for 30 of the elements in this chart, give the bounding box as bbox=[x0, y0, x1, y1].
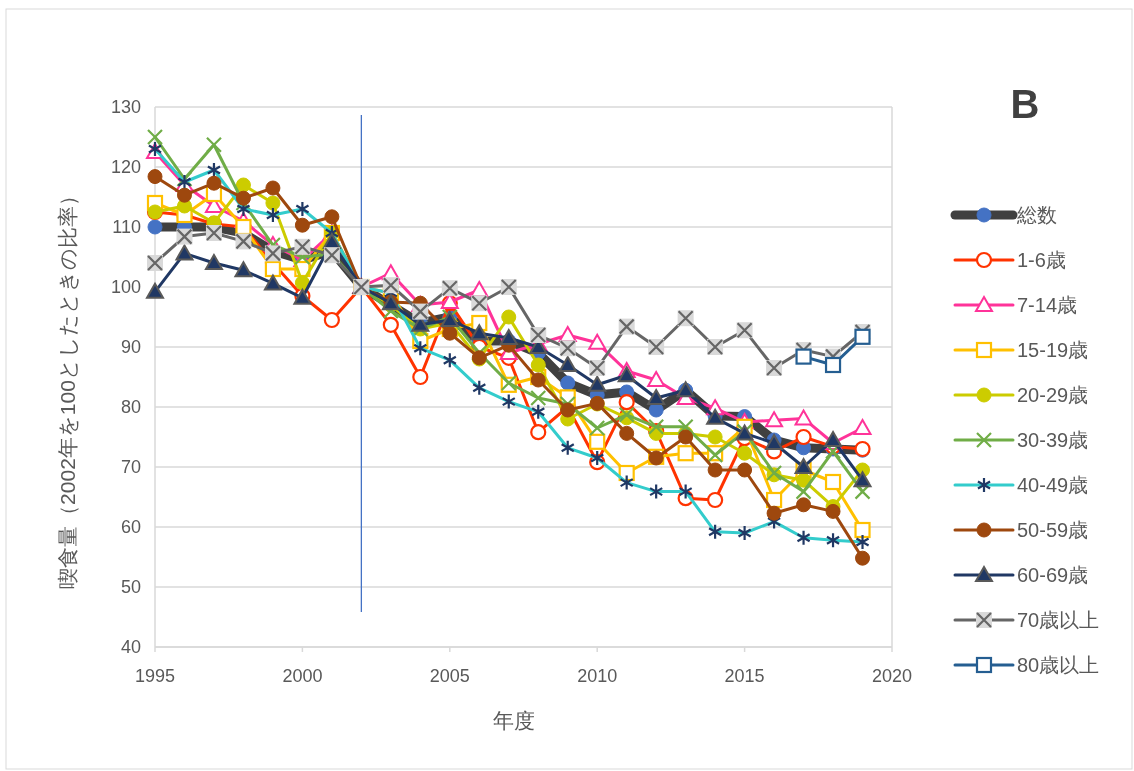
x-axis-title: 年度 bbox=[492, 709, 535, 732]
legend-label: 50-59歳 bbox=[1017, 519, 1089, 541]
x-tick-label: 2010 bbox=[577, 666, 618, 686]
legend-label: 20-29歳 bbox=[1017, 384, 1089, 406]
x-tick-label: 2000 bbox=[282, 666, 323, 686]
legend-label: 40-49歳 bbox=[1017, 474, 1089, 496]
legend-label: 7-14歳 bbox=[1017, 294, 1078, 316]
legend-label: 80歳以上 bbox=[1017, 654, 1100, 676]
y-tick-label: 90 bbox=[120, 337, 141, 357]
y-tick-label: 120 bbox=[110, 157, 141, 177]
x-tick-label: 2005 bbox=[429, 666, 470, 686]
text: B bbox=[1010, 82, 1040, 126]
legend-label: 15-19歳 bbox=[1017, 339, 1089, 361]
y-axis-title: 喫食量（2002年を100としたときの比率） bbox=[56, 185, 79, 589]
y-tick-label: 70 bbox=[120, 457, 141, 477]
x-tick-label: 2015 bbox=[724, 666, 765, 686]
y-tick-label: 100 bbox=[110, 277, 141, 297]
y-tick-label: 110 bbox=[112, 217, 141, 237]
legend-label: 60-69歳 bbox=[1017, 564, 1089, 586]
legend-label: 総数 bbox=[1016, 204, 1057, 226]
legend-label: 30-39歳 bbox=[1017, 429, 1089, 451]
y-tick-label: 50 bbox=[120, 577, 141, 597]
x-tick-label: 1995 bbox=[134, 666, 176, 686]
y-tick-label: 60 bbox=[120, 517, 141, 537]
legend-label: 1-6歳 bbox=[1017, 249, 1066, 271]
y-tick-label: 40 bbox=[120, 637, 141, 657]
y-tick-label: 130 bbox=[110, 97, 141, 117]
x-tick-label: 2020 bbox=[871, 666, 913, 686]
y-tick-label: 80 bbox=[120, 397, 141, 417]
legend-label: 70歳以上 bbox=[1017, 609, 1100, 631]
